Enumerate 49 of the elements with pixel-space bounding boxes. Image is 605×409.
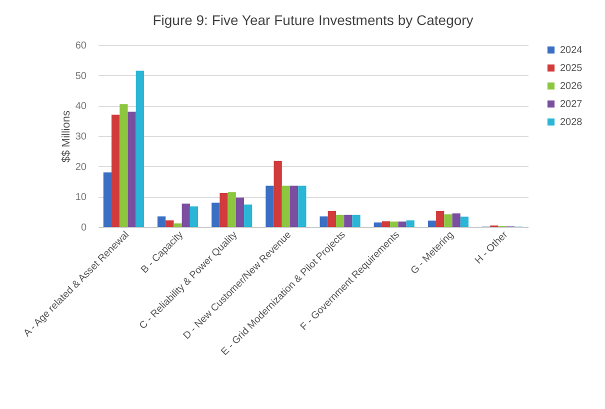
y-tick-label: 20 [75,162,87,173]
bar [328,210,336,227]
y-tick-label: 0 [80,222,87,234]
y-tick-label: 50 [75,70,87,82]
bar [244,204,252,227]
chart-title: Figure 9: Five Year Future Investments by Category [152,12,474,28]
bar [266,186,274,227]
bar [166,220,174,227]
y-tick-label: 30 [75,132,87,142]
legend-label: 2026 [560,81,583,92]
bar [274,160,282,227]
y-tick-label: 40 [75,101,87,112]
y-tick-label: 60 [75,40,87,52]
bar [282,186,290,227]
bar [103,172,112,227]
bar [174,223,182,227]
y-tick-label: 10 [75,192,87,204]
bar [157,216,166,227]
bar [444,214,452,227]
y-axis-title: $$ Millions [60,110,72,162]
bar [236,198,244,227]
bar [452,213,460,227]
bar [320,216,328,227]
bar [398,222,406,227]
bar [220,193,228,227]
bar [290,186,298,227]
bar [352,214,360,227]
bar [344,214,352,227]
bar [182,204,190,227]
bar [128,112,136,227]
bar [406,220,414,227]
bar [460,216,469,227]
bar [382,221,390,227]
bar [212,202,220,227]
legend-label: 2025 [560,63,583,74]
bar [136,70,144,227]
bar [336,214,344,227]
bar [436,210,444,227]
bar [374,222,382,227]
bar [390,222,398,227]
bar [120,104,128,227]
legend-label: 2027 [560,99,583,110]
legend-label: 2024 [560,45,583,56]
bar [112,114,120,227]
bar [428,220,436,227]
bar [228,192,236,227]
bar [298,186,306,227]
bar [190,206,198,227]
legend-label: 2028 [560,117,583,128]
